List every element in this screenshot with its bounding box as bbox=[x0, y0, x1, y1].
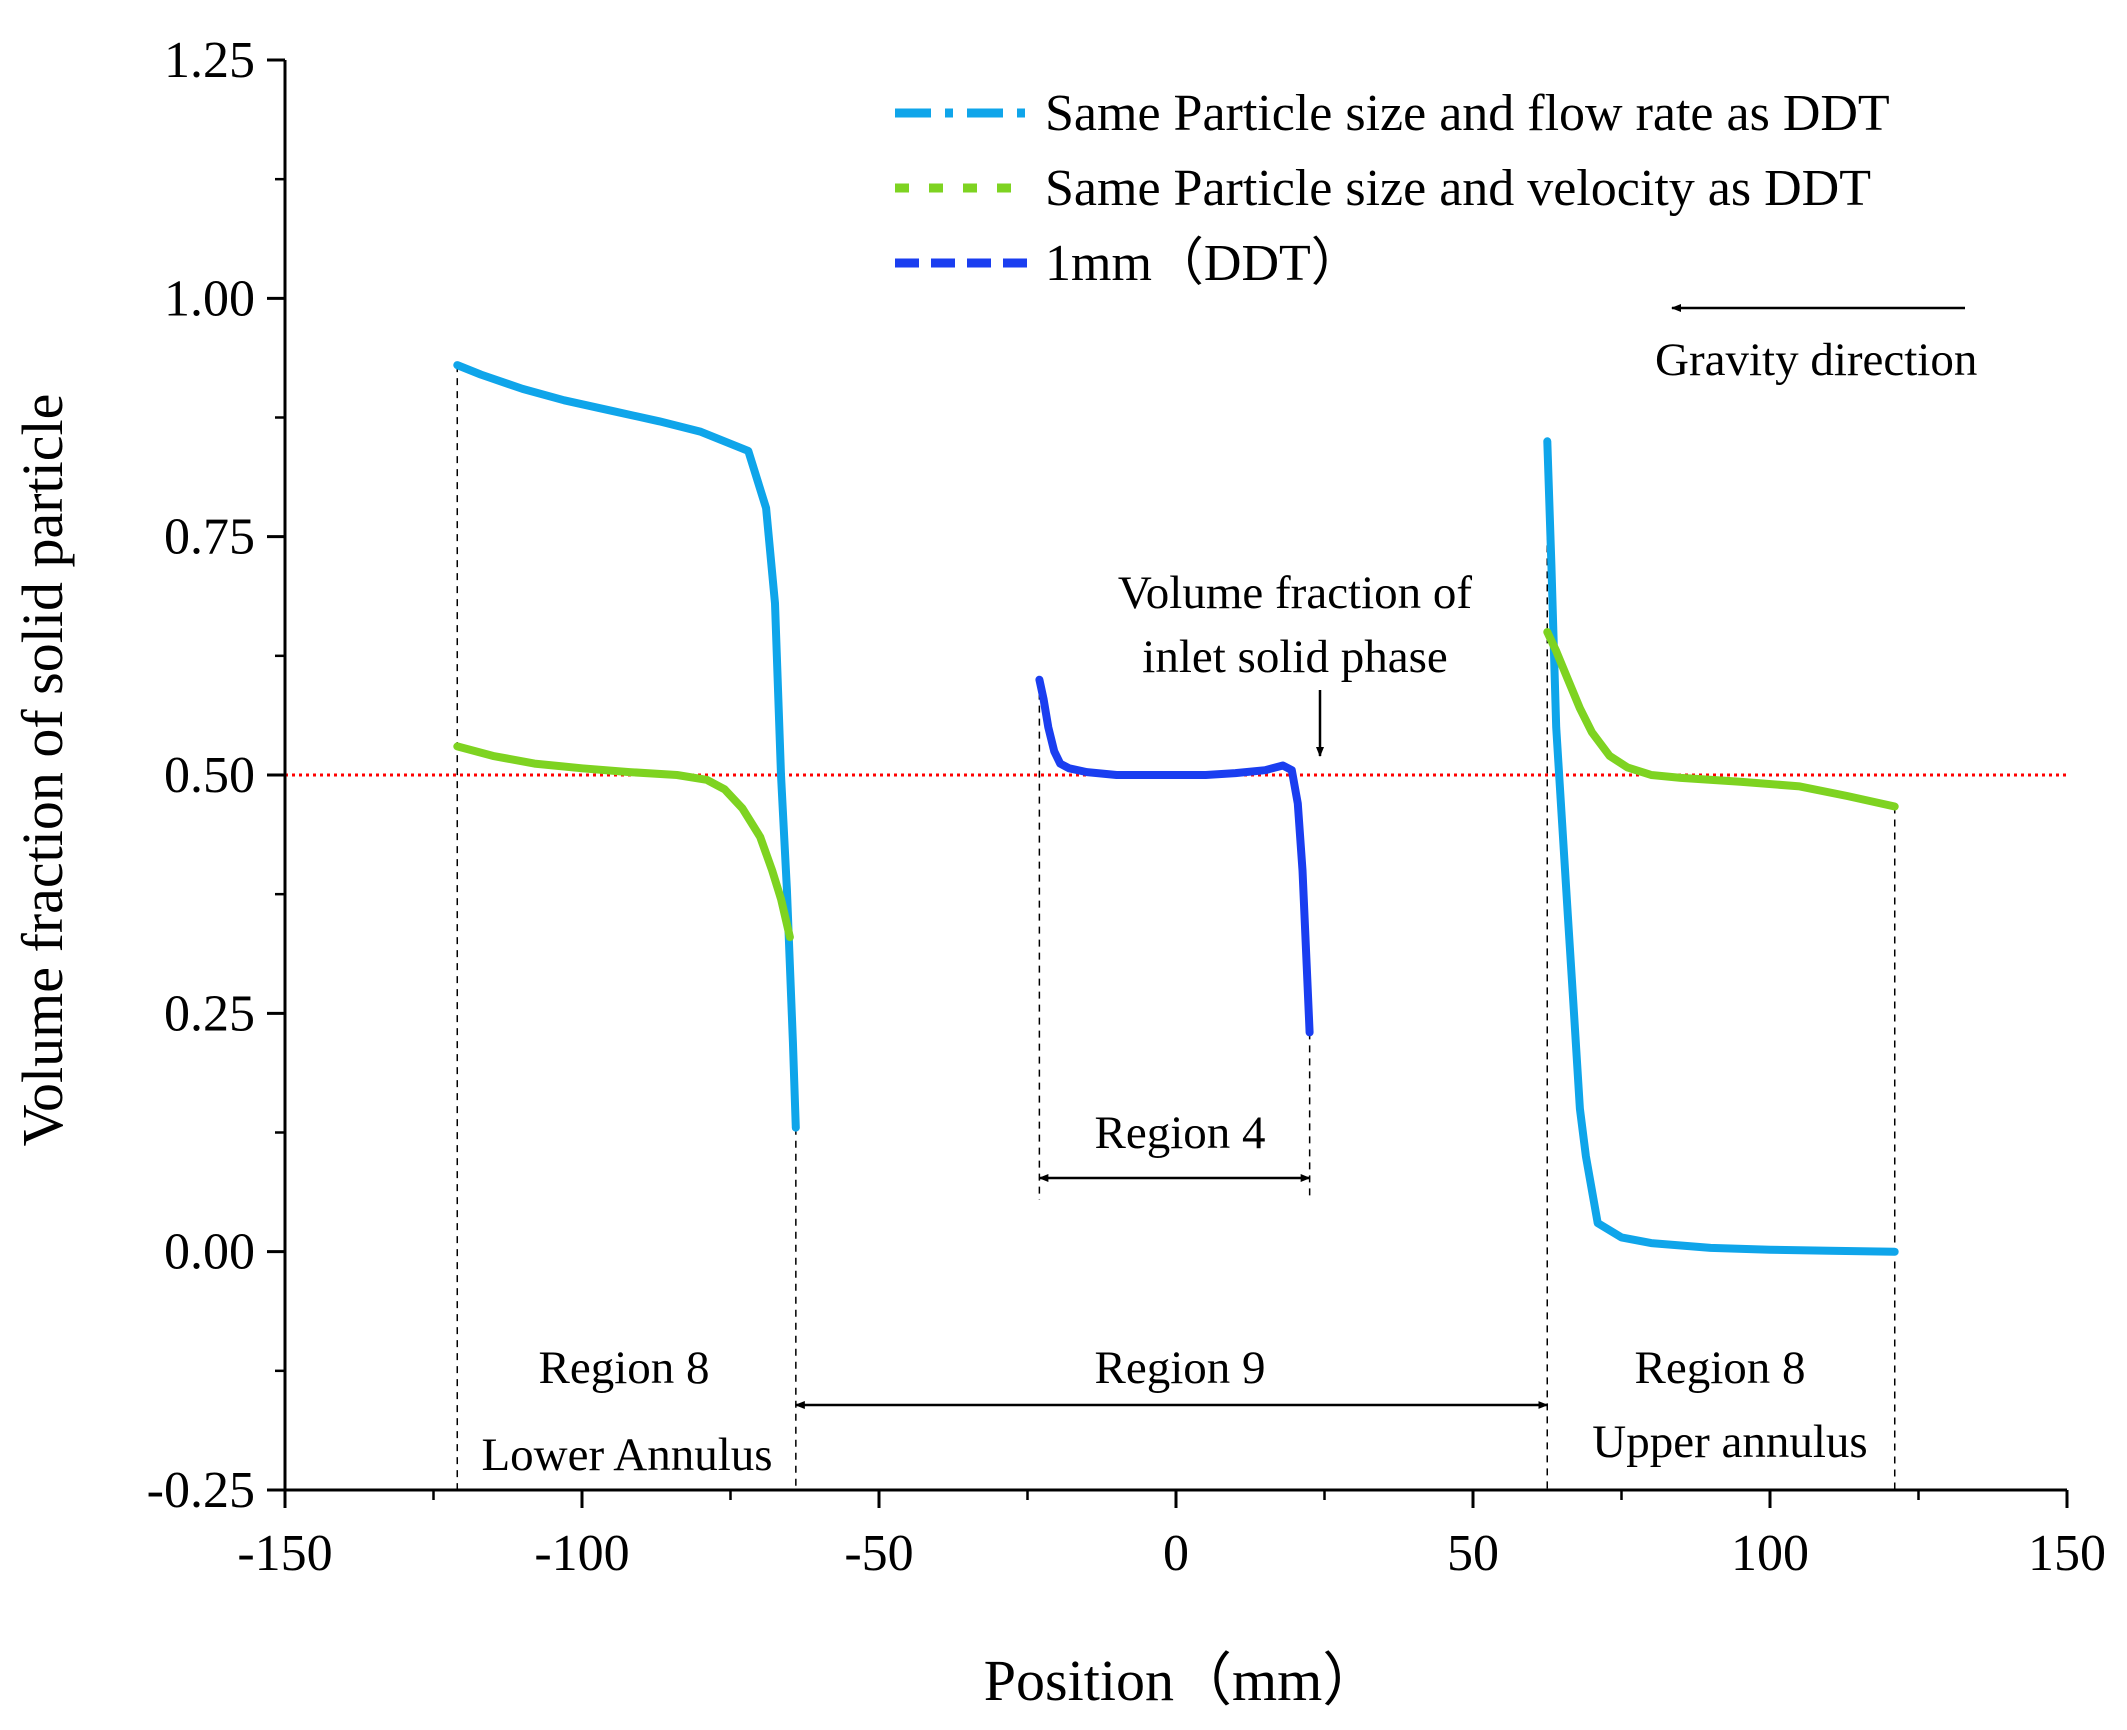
series-line-3 bbox=[1035, 675, 1314, 1037]
legend-label-flow-rate: Same Particle size and flow rate as DDT bbox=[1045, 85, 1890, 142]
series-line-2 bbox=[453, 742, 794, 942]
region8-upper-label: Region 8 bbox=[1634, 1342, 1805, 1394]
x-tick-label: 0 bbox=[1163, 1525, 1189, 1582]
y-tick-label: 1.25 bbox=[164, 32, 255, 89]
region4-label: Region 4 bbox=[1094, 1107, 1265, 1159]
x-tick-label: 50 bbox=[1447, 1525, 1499, 1582]
inlet-label-line2: inlet solid phase bbox=[1142, 631, 1447, 683]
x-tick-label: -100 bbox=[534, 1525, 629, 1582]
legend-label-velocity: Same Particle size and velocity as DDT bbox=[1045, 160, 1871, 217]
legend-label-1mm: 1mm（DDT） bbox=[1045, 235, 1363, 292]
upper-annulus-label: Upper annulus bbox=[1592, 1416, 1867, 1468]
region8-lower-label: Region 8 bbox=[538, 1342, 709, 1394]
series-line-1 bbox=[1543, 437, 1899, 1256]
x-tick-label: 150 bbox=[2028, 1525, 2106, 1582]
y-tick-label: 0.50 bbox=[164, 747, 255, 804]
series-group bbox=[453, 361, 1899, 1256]
x-tick-label: 100 bbox=[1731, 1525, 1809, 1582]
y-axis-title: Volume fraction of solid particle bbox=[10, 394, 75, 1147]
x-tick-label: -50 bbox=[844, 1525, 913, 1582]
y-tick-label: 0.25 bbox=[164, 985, 255, 1042]
boundary-lines bbox=[456, 365, 1896, 1490]
y-tick-label: 0.75 bbox=[164, 509, 255, 566]
legend: Same Particle size and flow rate as DDT … bbox=[895, 85, 1890, 292]
inlet-label-line1: Volume fraction of bbox=[1118, 567, 1473, 619]
x-tick-label: -150 bbox=[237, 1525, 332, 1582]
axes: -150 -100 -50 0 50 100 150 -0.25 0.00 0.25 0.50 0.7… bbox=[147, 32, 2106, 1582]
series-line-1 bbox=[453, 361, 800, 1132]
lower-annulus-label: Lower Annulus bbox=[481, 1429, 772, 1481]
gravity-label: Gravity direction bbox=[1655, 334, 1977, 386]
y-tick-label: 0.00 bbox=[164, 1224, 255, 1281]
y-tick-label: -0.25 bbox=[147, 1462, 255, 1519]
y-tick-label: 1.00 bbox=[164, 270, 255, 327]
series-line-2 bbox=[1543, 628, 1899, 811]
x-axis-title: Position（mm） bbox=[984, 1648, 1380, 1713]
region9-label: Region 9 bbox=[1094, 1342, 1265, 1394]
